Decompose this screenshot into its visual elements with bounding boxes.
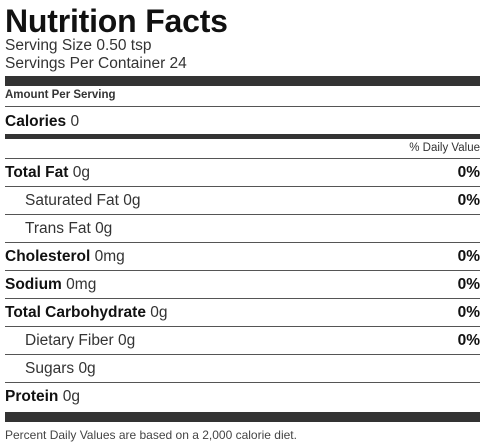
servings-per-container: Servings Per Container 24 [5, 55, 187, 72]
nutrient-amount: 0g [95, 220, 113, 237]
nutrient-amount: 0g [62, 388, 80, 405]
nutrient-amount: 0g [150, 304, 168, 321]
nutrient-name: Dietary Fiber [25, 332, 114, 349]
nutrient-amount: 0g [123, 192, 141, 209]
divider [5, 186, 480, 187]
divider [5, 242, 480, 243]
divider [5, 382, 480, 383]
thick-divider [5, 76, 480, 86]
nutrient-dv: 0% [457, 276, 480, 293]
nutrient-row-total-fat: Total Fat 0g 0% [5, 159, 480, 187]
nutrient-row-sodium: Sodium 0mg 0% [5, 271, 480, 299]
medium-divider [5, 134, 480, 139]
nutrient-name: Trans Fat [25, 220, 91, 237]
divider [5, 298, 480, 299]
nutrient-name: Sodium [5, 276, 62, 293]
nutrient-name: Total Carbohydrate [5, 304, 146, 321]
label-title: Nutrition Facts [5, 3, 228, 39]
amount-per-serving: Amount Per Serving [5, 89, 116, 101]
nutrient-amount: 0g [118, 332, 136, 349]
nutrient-dv: 0% [457, 332, 480, 349]
footnote: Percent Daily Values are based on a 2,00… [5, 428, 297, 442]
nutrient-name: Total Fat [5, 164, 69, 181]
nutrient-amount: 0g [78, 360, 96, 377]
nutrient-row-protein: Protein 0g [5, 383, 480, 411]
nutrient-dv: 0% [457, 192, 480, 209]
nutrient-amount: 0g [72, 164, 90, 181]
nutrient-row-dietary-fiber: Dietary Fiber 0g 0% [5, 327, 480, 355]
nutrient-name: Sugars [25, 360, 75, 377]
nutrient-dv: 0% [457, 164, 480, 181]
nutrient-dv: 0% [457, 248, 480, 265]
calories-value: 0 [70, 113, 80, 130]
serving-size: Serving Size 0.50 tsp [5, 37, 152, 54]
thick-divider [5, 412, 480, 422]
calories-label: Calories [5, 113, 67, 130]
nutrient-row-total-carbohydrate: Total Carbohydrate 0g 0% [5, 299, 480, 327]
nutrient-amount: 0mg [66, 276, 97, 293]
nutrient-name: Protein [5, 388, 59, 405]
nutrient-row-sugars: Sugars 0g [5, 355, 480, 383]
divider [5, 354, 480, 355]
nutrient-amount: 0mg [94, 248, 125, 265]
divider [5, 106, 480, 107]
divider [5, 158, 480, 159]
nutrient-row-trans-fat: Trans Fat 0g [5, 215, 480, 243]
nutrient-row-cholesterol: Cholesterol 0mg 0% [5, 243, 480, 271]
nutrient-dv: 0% [457, 304, 480, 321]
divider [5, 214, 480, 215]
divider [5, 326, 480, 327]
divider [5, 270, 480, 271]
daily-value-header: % Daily Value [409, 142, 480, 154]
nutrient-row-saturated-fat: Saturated Fat 0g 0% [5, 187, 480, 215]
nutrient-name: Saturated Fat [25, 192, 119, 209]
calories-row: Calories 0 [5, 108, 480, 136]
nutrient-name: Cholesterol [5, 248, 91, 265]
